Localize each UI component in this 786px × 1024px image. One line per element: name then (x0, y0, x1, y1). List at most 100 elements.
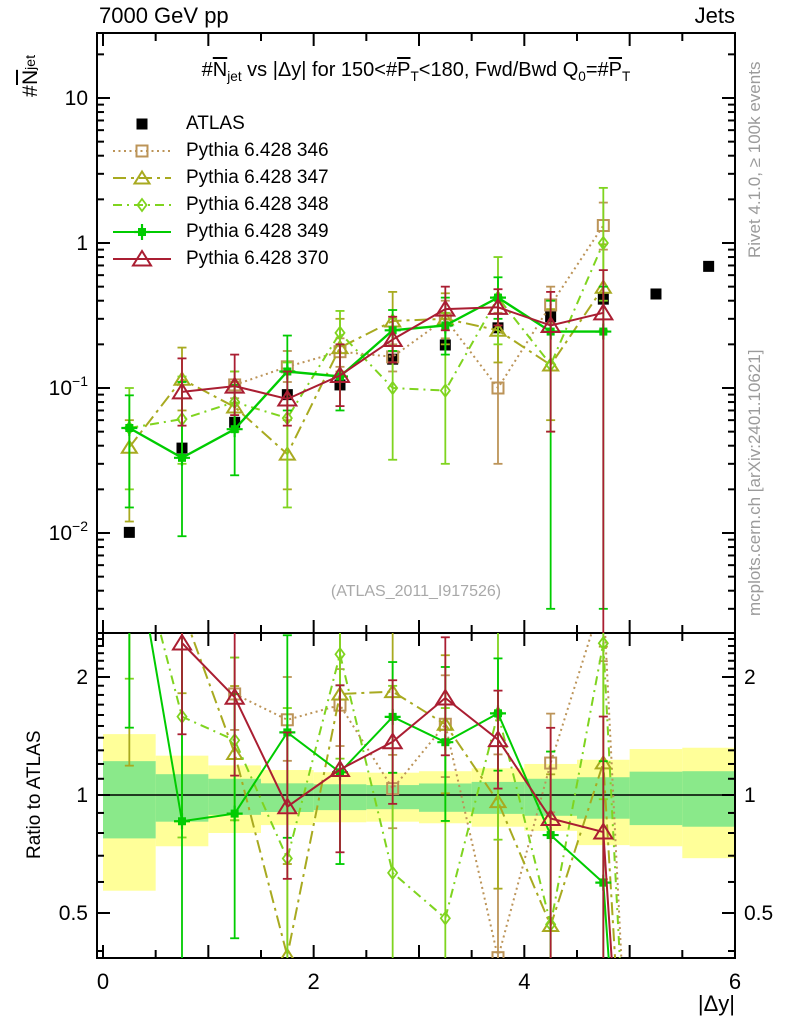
series-main-Pythia-6-428-347 (120, 243, 613, 523)
data-marker (539, 315, 562, 333)
legend-item: Pythia 6.428 349 (110, 218, 329, 245)
x-tick-label: 2 (308, 969, 320, 994)
data-marker (539, 808, 562, 827)
data-marker (132, 169, 152, 184)
data-marker (329, 365, 351, 383)
header-analysis-label: Jets (694, 3, 735, 28)
legend-marker-sample (113, 197, 171, 212)
data-marker (650, 288, 662, 300)
data-marker (703, 260, 715, 272)
data-marker (131, 248, 153, 266)
legend-item: Pythia 6.428 346 (110, 137, 329, 164)
x-tick-label: 4 (518, 969, 530, 994)
y-axis-label-ratio: Ratio to ATLAS (24, 730, 45, 860)
main-panel-series (120, 186, 715, 633)
data-marker (597, 235, 609, 251)
legend-marker-sample (136, 118, 148, 129)
series-line (234, 224, 605, 390)
series-line (128, 286, 605, 456)
series-ratio-Pythia-6-428-370 (171, 633, 615, 958)
data-marker (123, 526, 135, 538)
x-tick-label: 0 (97, 969, 109, 994)
series-main-Pythia-6-428-349 (121, 276, 612, 610)
inner-band-segment (682, 771, 735, 827)
legend-marker-sample (113, 144, 171, 157)
y-tick-label-main: 1 (76, 232, 88, 255)
legend-item: ATLAS (110, 110, 329, 137)
data-marker (434, 299, 457, 317)
legend-item-label: Pythia 6.428 370 (186, 247, 329, 269)
data-marker (122, 558, 137, 570)
plot-title: #Njet vs |Δy| for 150<#PT<180, Fwd/Bwd Q… (201, 59, 631, 84)
series-ratio-Pythia-6-428-348 (124, 633, 621, 958)
data-marker (381, 731, 404, 750)
data-marker (491, 381, 505, 395)
data-marker (136, 197, 148, 212)
data-marker (135, 144, 149, 157)
ratio-uncertainty-bands (103, 734, 735, 891)
legend-marker-sample (113, 223, 171, 240)
ratio-panel-series (122, 558, 623, 958)
x-axis-label: |Δy| (697, 991, 735, 1016)
y-tick-label-ratio-right: 0.5 (744, 902, 773, 925)
series-line (159, 633, 621, 958)
legend-marker-sample (113, 169, 171, 184)
y-tick-label-main: 10−2 (49, 518, 89, 545)
y-tick-label-ratio-right: 1 (744, 784, 756, 807)
inner-band-segment (629, 771, 683, 826)
data-marker (280, 947, 294, 958)
series-ratio-Pythia-6-428-349 (124, 633, 612, 958)
data-marker (171, 382, 193, 400)
data-marker (487, 729, 509, 748)
y-tick-label-main: 10 (65, 87, 88, 110)
series-line (181, 306, 604, 401)
series-line (234, 633, 623, 958)
data-marker (223, 687, 246, 705)
data-marker (592, 822, 615, 840)
series-line (181, 642, 613, 958)
series-line (128, 296, 604, 460)
data-marker (491, 951, 505, 958)
legend-item: Pythia 6.428 347 (110, 164, 329, 191)
y-tick-label-ratio: 0.5 (59, 902, 88, 925)
data-marker (276, 389, 299, 407)
data-marker (439, 383, 451, 399)
data-marker (223, 376, 246, 394)
data-marker (276, 796, 299, 815)
legend-item-label: ATLAS (186, 112, 245, 134)
mcplots-reference-watermark: mcplots.cern.ch [arXiv:2401.10621] (745, 349, 764, 617)
x-tick-label: 6 (729, 969, 741, 994)
y-tick-label-main: 10−1 (49, 373, 89, 400)
legend-item-label: Pythia 6.428 347 (186, 166, 329, 188)
data-marker (592, 302, 615, 321)
inner-band-segment (103, 761, 156, 839)
data-marker (329, 759, 351, 777)
data-marker (334, 646, 346, 662)
data-marker (597, 635, 609, 651)
legend: ATLAS Pythia 6.428 346 Pythia 6.428 347 Pyt… (110, 110, 329, 272)
data-marker (381, 329, 404, 348)
axis-ticks (97, 33, 736, 958)
header-beam-label: 7000 GeV pp (99, 3, 229, 28)
data-marker (171, 633, 193, 651)
series-main-Pythia-6-428-370 (171, 269, 615, 633)
legend-item-label: Pythia 6.428 346 (186, 139, 329, 161)
series-line (129, 242, 605, 429)
y-tick-label-ratio-right: 2 (744, 666, 756, 689)
legend-item: Pythia 6.428 348 (110, 191, 329, 218)
series-line (189, 633, 617, 958)
legend-item-label: Pythia 6.428 348 (186, 193, 329, 215)
data-marker (439, 910, 451, 926)
legend-marker-sample (113, 248, 171, 266)
series-main-ATLAS (123, 260, 715, 538)
data-marker (136, 118, 148, 129)
y-tick-label-ratio: 1 (76, 784, 88, 807)
data-marker (387, 865, 399, 881)
data-marker (174, 602, 189, 614)
data-marker (334, 325, 346, 341)
legend-item-label: Pythia 6.428 349 (186, 220, 329, 242)
y-tick-label-ratio: 2 (76, 666, 88, 689)
data-marker (434, 688, 457, 706)
